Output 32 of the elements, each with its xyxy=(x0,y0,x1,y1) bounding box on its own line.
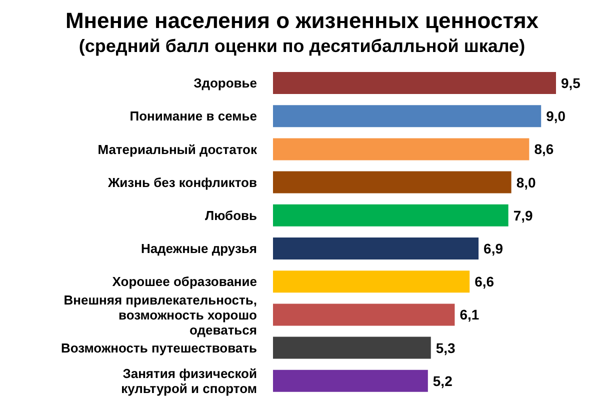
bar xyxy=(273,304,455,326)
y-tick-label: Хорошее образование xyxy=(112,274,257,289)
chart-subtitle: (средний балл оценки по десятибалльной шкале) xyxy=(78,35,526,58)
y-tick-label: Жизнь без конфликтов xyxy=(106,174,257,190)
data-label: 9,5 xyxy=(561,74,581,91)
bar xyxy=(273,270,470,293)
bar xyxy=(273,238,479,260)
data-label: 5,2 xyxy=(432,372,453,389)
y-tick-label: Внешняя привлекательность, возможность хорошо одеваться xyxy=(64,292,258,337)
data-label: 6,1 xyxy=(460,306,480,323)
y-tick-label: Занятия физической культурой и спортом xyxy=(121,365,257,396)
y-tick-label: Понимание в семье xyxy=(130,108,257,124)
data-label: 5,3 xyxy=(436,340,456,356)
y-tick-label: Любовь xyxy=(204,207,257,222)
bar xyxy=(273,336,431,359)
data-label: 8,0 xyxy=(516,174,536,190)
data-label: 6,9 xyxy=(484,240,504,256)
chart-title: Мнение населения о жизненных ценностях xyxy=(64,8,540,34)
bar xyxy=(273,171,512,194)
y-tick-label: Здоровье xyxy=(194,75,257,90)
bar xyxy=(273,138,530,160)
y-tick-label: Материальный достаток xyxy=(98,141,258,156)
bar xyxy=(273,72,556,94)
y-tick-label: Надежные друзья xyxy=(140,240,257,256)
data-label: 7,9 xyxy=(513,207,534,224)
bar xyxy=(273,204,508,226)
data-label: 8,6 xyxy=(534,141,554,158)
bar xyxy=(273,105,542,128)
data-label: 9,0 xyxy=(546,108,566,124)
data-label: 6,6 xyxy=(474,274,494,290)
y-tick-label: Возможность путешествовать xyxy=(60,340,257,355)
bar xyxy=(273,370,428,392)
